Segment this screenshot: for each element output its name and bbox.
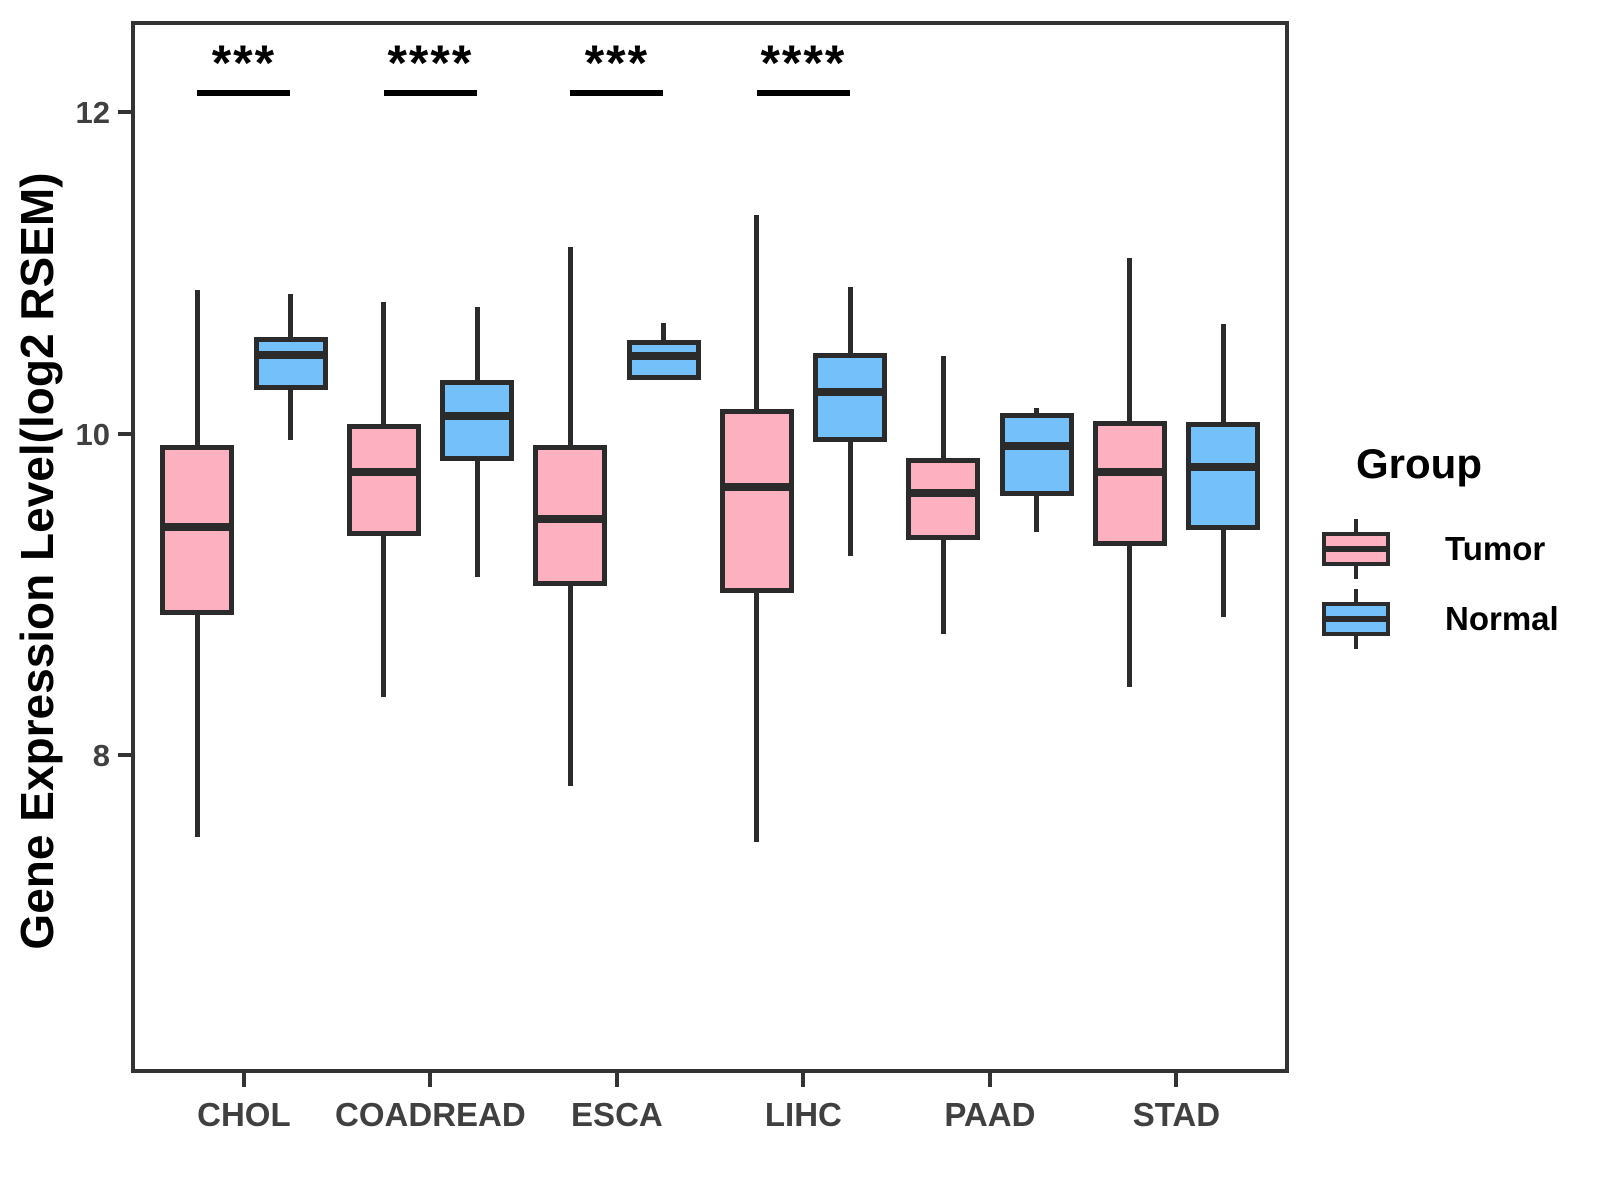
median-esca-tumor	[533, 514, 608, 523]
upper-whisker-stad-tumor	[1127, 258, 1133, 421]
median-stad-normal	[1186, 463, 1260, 472]
median-lihc-tumor	[719, 482, 794, 491]
median-chol-tumor	[160, 522, 235, 531]
lower-whisker-coadread-normal	[474, 460, 480, 577]
legend: Group Tumor Normal	[1322, 440, 1590, 654]
plot-panel	[131, 21, 1289, 1073]
upper-whisker-coadread-tumor	[381, 301, 387, 424]
x-tick-label-esca: ESCA	[571, 1096, 663, 1133]
lower-whisker-chol-normal	[288, 390, 293, 440]
significance-bar-coadread	[383, 90, 477, 96]
median-stad-tumor	[1092, 468, 1167, 477]
lower-whisker-paad-tumor	[940, 539, 946, 635]
box-lihc-normal	[813, 353, 887, 442]
y-tick-label: 10	[75, 416, 110, 452]
box-chol-normal	[253, 337, 328, 391]
x-tick-mark	[801, 1073, 806, 1087]
significance-bar-esca	[570, 90, 664, 96]
x-tick-label-chol: CHOL	[197, 1096, 291, 1133]
lower-whisker-stad-normal	[1220, 529, 1226, 617]
lower-whisker-lihc-normal	[847, 441, 853, 556]
lower-whisker-esca-tumor	[567, 586, 573, 786]
legend-item-tumor: Tumor	[1322, 514, 1590, 584]
legend-label-tumor: Tumor	[1445, 530, 1546, 567]
median-paad-tumor	[906, 488, 981, 497]
upper-whisker-stad-normal	[1220, 324, 1226, 423]
median-esca-normal	[626, 352, 701, 361]
box-stad-tumor	[1092, 420, 1167, 546]
lower-whisker-coadread-tumor	[381, 536, 387, 698]
box-paad-normal	[999, 412, 1074, 497]
significance-stars-coadread: ****	[387, 35, 474, 91]
significance-bar-lihc	[756, 90, 850, 96]
x-tick-mark	[987, 1073, 992, 1087]
x-tick-label-lihc: LIHC	[764, 1096, 842, 1133]
y-tick-label: 8	[92, 738, 110, 773]
x-tick-mark	[241, 1073, 246, 1087]
median-lihc-normal	[813, 387, 887, 396]
median-paad-normal	[999, 442, 1074, 451]
upper-whisker-chol-normal	[288, 293, 293, 338]
y-tick-mark	[118, 110, 131, 114]
legend-label-normal: Normal	[1445, 600, 1559, 637]
x-tick-label-coadread: COADREAD	[335, 1096, 526, 1133]
lower-whisker-lihc-tumor	[754, 592, 760, 842]
significance-stars-chol: ***	[211, 35, 277, 91]
box-lihc-tumor	[719, 409, 794, 593]
upper-whisker-paad-tumor	[940, 356, 946, 458]
box-stad-normal	[1186, 422, 1260, 530]
y-tick-label: 12	[75, 95, 110, 130]
significance-stars-lihc: ****	[760, 35, 847, 91]
upper-whisker-chol-tumor	[194, 290, 200, 445]
legend-title: Group	[1356, 440, 1482, 487]
lower-whisker-chol-tumor	[194, 615, 200, 837]
median-coadread-normal	[440, 411, 514, 420]
box-paad-tumor	[906, 457, 981, 540]
upper-whisker-lihc-tumor	[754, 214, 760, 410]
x-tick-label-paad: PAAD	[944, 1096, 1036, 1133]
x-tick-label-stad: STAD	[1132, 1096, 1221, 1133]
lower-whisker-stad-tumor	[1127, 546, 1133, 688]
x-tick-mark	[428, 1073, 433, 1087]
lower-whisker-paad-normal	[1034, 496, 1039, 532]
median-coadread-tumor	[346, 468, 421, 477]
median-chol-normal	[253, 350, 328, 359]
x-tick-mark	[1174, 1073, 1179, 1087]
y-tick-mark	[118, 431, 131, 436]
y-tick-mark	[118, 753, 131, 757]
significance-stars-esca: ***	[584, 35, 650, 91]
upper-whisker-lihc-normal	[847, 287, 853, 354]
y-axis-title: Gene Expression Level(log2 RSEM)	[11, 172, 63, 950]
upper-whisker-esca-tumor	[567, 247, 573, 445]
upper-whisker-paad-normal	[1034, 407, 1039, 413]
upper-whisker-coadread-normal	[474, 306, 480, 381]
box-coadread-tumor	[346, 423, 421, 537]
legend-item-normal: Normal	[1322, 584, 1590, 654]
x-tick-mark	[614, 1073, 619, 1087]
upper-whisker-esca-normal	[661, 322, 666, 341]
box-esca-normal	[626, 340, 701, 381]
box-coadread-normal	[440, 380, 514, 461]
significance-bar-chol	[197, 90, 291, 96]
